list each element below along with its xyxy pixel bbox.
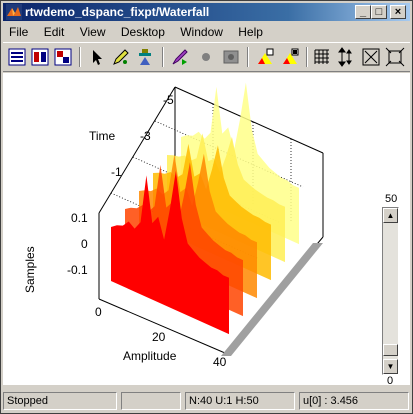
window-title: rtwdemo_dspanc_fixpt/Waterfall [25, 5, 210, 19]
edit-pencil-icon [113, 49, 129, 65]
colormap2-icon [283, 48, 299, 64]
toolbar-separator [306, 47, 308, 67]
status-state: Stopped [3, 392, 117, 410]
samples-tick: -0.1 [67, 263, 88, 277]
pointer-icon [93, 50, 102, 65]
toolbar-separator [247, 47, 249, 67]
time-tick: -5 [163, 93, 174, 107]
minimize-button[interactable]: _ [355, 5, 371, 19]
export-icon [31, 48, 49, 66]
waterfall-plot[interactable]: Time -5 -3 -1 0.1 0 -0.1 Samples 0 20 40… [3, 73, 410, 385]
slider-down-button[interactable]: ▼ [383, 359, 398, 374]
amplitude-axis-label: Amplitude [123, 349, 177, 363]
maximize-button[interactable]: □ [371, 5, 387, 19]
camera-button[interactable] [221, 47, 241, 67]
play-icon [172, 49, 188, 65]
copy-icon [54, 48, 72, 66]
waterfall-trace [111, 170, 229, 335]
axis-edge [98, 298, 226, 354]
edit-pencil-button[interactable] [111, 47, 131, 67]
minimize-icon: _ [359, 6, 367, 18]
close-icon: × [394, 6, 402, 18]
menu-window[interactable]: Window [180, 25, 223, 39]
samples-tick: 0.1 [71, 211, 88, 225]
zoom-axes-button[interactable] [336, 47, 356, 67]
axis-edge [98, 86, 176, 214]
close-button[interactable]: × [390, 5, 406, 19]
amplitude-tick: 40 [213, 355, 227, 369]
colormap-icon [258, 48, 274, 64]
slider-up-button[interactable]: ▲ [383, 208, 398, 223]
import-button[interactable] [7, 47, 27, 67]
grid-button[interactable] [312, 47, 332, 67]
time-tick: -1 [111, 165, 122, 179]
record-icon [202, 53, 210, 61]
toolbar-separator [79, 47, 81, 67]
menu-view[interactable]: View [79, 25, 106, 39]
time-tick: -3 [140, 129, 151, 143]
slider-min-label: 0 [387, 375, 394, 387]
amplitude-tick: 20 [152, 330, 166, 344]
menu-help[interactable]: Help [238, 25, 263, 39]
toolbar-separator [162, 47, 164, 67]
slider-thumb[interactable] [383, 344, 398, 356]
time-axis-label: Time [89, 129, 116, 143]
play-button[interactable] [170, 47, 190, 67]
zoom-axes-icon [338, 47, 352, 67]
status-empty [121, 392, 181, 410]
pointer-button[interactable] [87, 47, 107, 67]
copy-button[interactable] [53, 47, 73, 67]
up-arrow-icon: ▲ [386, 211, 395, 220]
colormap2-button[interactable] [280, 47, 300, 67]
maximize-icon: □ [375, 6, 383, 18]
matlab-icon [6, 4, 22, 20]
menu-edit[interactable]: Edit [43, 25, 65, 39]
slider-max-label: 50 [385, 193, 398, 205]
autoscale-button[interactable] [385, 47, 405, 67]
status-info: N:40 U:1 H:50 [185, 392, 295, 410]
colormap-button[interactable] [255, 47, 275, 67]
menu-file[interactable]: File [9, 25, 29, 39]
samples-tick: 0 [81, 237, 88, 251]
autoscale-icon [385, 47, 405, 67]
samples-axis-label: Samples [23, 246, 37, 293]
fit-icon [362, 48, 380, 66]
status-bar: Stopped N:40 U:1 H:50 u[0] : 3.456 [3, 391, 410, 411]
history-slider[interactable]: ▲ ▼ [382, 207, 399, 375]
export-button[interactable] [30, 47, 50, 67]
grid-icon [314, 49, 329, 64]
toolbar [3, 42, 410, 72]
down-arrow-icon: ▼ [386, 362, 395, 371]
prop-icon [139, 49, 151, 65]
import-icon [8, 48, 26, 66]
menu-bar: File Edit View Desktop Window Help [3, 23, 410, 41]
record-button[interactable] [196, 47, 216, 67]
fit-button[interactable] [361, 47, 381, 67]
amplitude-tick: 0 [95, 305, 102, 319]
waterfall-axes[interactable] [3, 73, 410, 385]
menu-desktop[interactable]: Desktop [120, 25, 165, 39]
prop-button[interactable] [135, 47, 155, 67]
camera-icon [223, 50, 239, 64]
title-bar[interactable]: rtwdemo_dspanc_fixpt/Waterfall _ □ × [3, 3, 410, 21]
status-readout: u[0] : 3.456 [299, 392, 409, 410]
waterfall-floor [221, 243, 323, 356]
